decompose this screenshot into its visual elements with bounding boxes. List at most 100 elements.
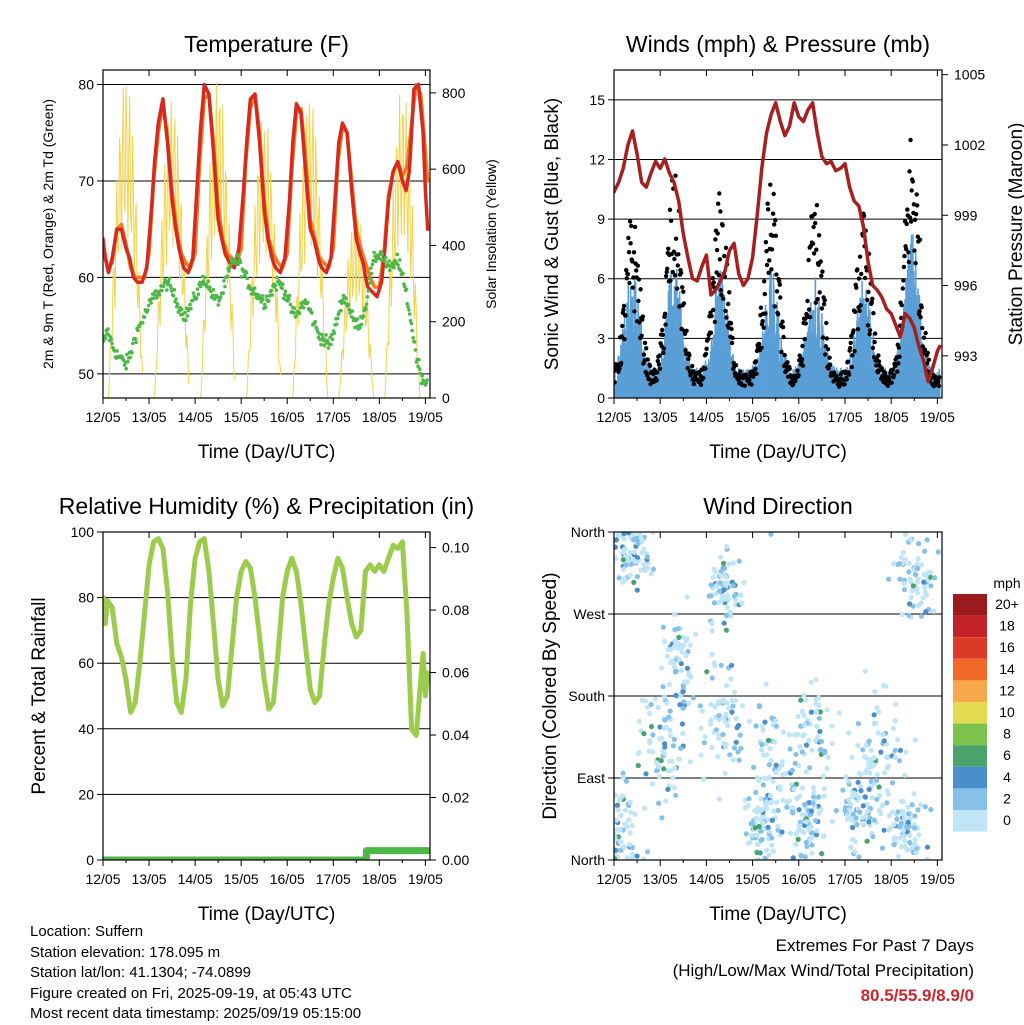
- direction-point: [901, 580, 907, 587]
- direction-point: [780, 797, 786, 804]
- plot-area: [103, 82, 430, 398]
- gust-point: [631, 250, 637, 255]
- gust-point: [818, 259, 823, 264]
- gust-point: [773, 233, 779, 238]
- dewpoint-point: [370, 262, 375, 267]
- direction-point: [767, 746, 773, 752]
- direction-point: [760, 727, 766, 733]
- direction-point: [821, 786, 827, 792]
- direction-point: [754, 849, 760, 856]
- dewpoint-point: [424, 381, 429, 385]
- dewpoint-point: [134, 340, 138, 345]
- created-text: Figure created on Fri, 2025-09-19, at 05…: [30, 984, 352, 1002]
- direction-point: [879, 845, 886, 851]
- direction-point: [902, 532, 908, 537]
- dewpoint-point: [278, 280, 283, 285]
- direction-point: [666, 681, 673, 688]
- direction-point: [679, 721, 686, 727]
- dewpoint-point: [124, 366, 128, 371]
- legend-swatch: [953, 766, 987, 789]
- gust-point: [670, 269, 675, 275]
- gust-point: [917, 309, 922, 314]
- direction-point: [770, 778, 776, 784]
- direction-point: [644, 565, 651, 571]
- direction-point: [921, 579, 927, 585]
- y-right-tick-label: 0.04: [442, 727, 469, 743]
- gust-point: [763, 240, 769, 245]
- gust-point: [891, 372, 897, 378]
- gust-point: [925, 350, 930, 356]
- direction-point: [803, 697, 809, 703]
- direction-point: [807, 765, 813, 771]
- direction-point: [666, 714, 672, 720]
- gust-point: [908, 137, 913, 143]
- direction-point: [760, 782, 767, 788]
- x-tick-label: 19/05: [920, 871, 955, 887]
- y-axis-label: Sonic Wind & Gust (Blue, Black): [542, 98, 563, 370]
- gust-point: [685, 366, 690, 371]
- legend-label: 2: [1003, 790, 1011, 806]
- direction-point: [824, 707, 830, 713]
- direction-point: [897, 747, 904, 754]
- direction-point: [922, 548, 928, 554]
- direction-point: [623, 562, 629, 568]
- direction-point: [885, 763, 891, 769]
- dewpoint-point: [208, 285, 212, 290]
- gust-point: [854, 285, 859, 290]
- gust-point: [723, 245, 729, 250]
- direction-point: [745, 840, 751, 846]
- dewpoint-point: [325, 339, 330, 343]
- direction-point: [875, 730, 881, 736]
- dewpoint-point: [227, 269, 231, 273]
- chart-title: Wind Direction: [703, 493, 853, 519]
- dewpoint-point: [361, 314, 366, 318]
- direction-point: [876, 709, 882, 715]
- direction-point: [905, 804, 911, 810]
- x-tick-label: 17/05: [827, 409, 862, 425]
- direction-point: [829, 818, 835, 825]
- gust-point: [874, 363, 879, 368]
- direction-point: [633, 559, 640, 565]
- gust-point: [642, 340, 648, 346]
- direction-point: [678, 745, 684, 751]
- direction-point: [768, 757, 774, 764]
- direction-point: [672, 765, 678, 771]
- gust-point: [814, 203, 820, 208]
- direction-point: [897, 835, 903, 841]
- direction-point: [806, 737, 812, 743]
- y-tick-label: North: [571, 524, 605, 540]
- gust-point: [637, 320, 642, 325]
- direction-point: [732, 689, 738, 695]
- gust-point: [663, 322, 668, 327]
- precip-line: [103, 847, 430, 860]
- direction-point: [912, 813, 918, 819]
- gust-point: [622, 337, 627, 342]
- direction-point: [661, 638, 668, 645]
- direction-point: [614, 792, 619, 798]
- gust-point: [857, 308, 862, 314]
- x-tick-label: 15/05: [224, 409, 259, 425]
- dewpoint-point: [238, 257, 242, 262]
- direction-point: [902, 772, 908, 779]
- gust-point: [749, 382, 754, 387]
- direction-point: [715, 754, 721, 760]
- gust-point: [819, 306, 825, 311]
- direction-point: [727, 752, 733, 758]
- legend-label: 12: [999, 682, 1015, 698]
- direction-point: [796, 807, 802, 813]
- direction-point: [673, 692, 679, 699]
- dewpoint-point: [221, 291, 225, 296]
- gust-point: [678, 270, 684, 276]
- x-tick-label: 13/05: [132, 409, 167, 425]
- gust-point: [686, 356, 691, 362]
- direction-point: [680, 683, 686, 689]
- direction-point: [852, 849, 858, 855]
- direction-point: [804, 742, 810, 748]
- pressure-line: [614, 101, 942, 384]
- dewpoint-point: [252, 286, 257, 291]
- gust-point: [720, 223, 725, 228]
- direction-point: [866, 765, 872, 771]
- dewpoint-point: [335, 316, 340, 321]
- dewpoint-point: [189, 306, 193, 311]
- dewpoint-point: [112, 349, 117, 353]
